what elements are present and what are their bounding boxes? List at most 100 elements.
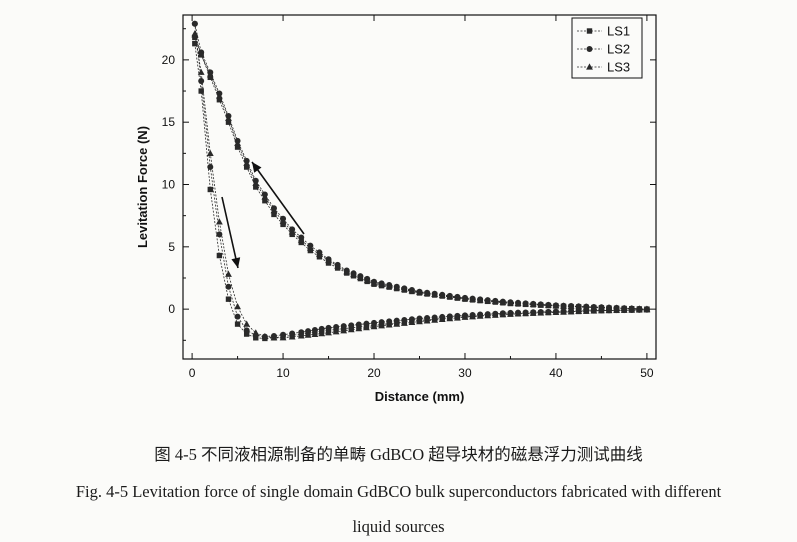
data-point-ls2	[318, 325, 325, 332]
data-point-ls3	[288, 228, 296, 235]
figure-caption-chinese: 图 4-5 不同液相源制备的单畴 GdBCO 超导块材的磁悬浮力测试曲线	[154, 445, 643, 464]
arrow-shaft	[251, 161, 305, 235]
data-point-ls3	[400, 285, 408, 292]
data-point-ls3	[499, 311, 507, 318]
data-point-ls3	[461, 294, 469, 302]
data-point-ls1	[243, 331, 250, 337]
data-point-ls3	[334, 262, 342, 269]
data-point-ls2	[216, 231, 223, 238]
data-point-ls3	[225, 270, 232, 277]
data-point-ls3	[234, 139, 241, 146]
x-tick-label: 40	[549, 366, 563, 380]
data-point-ls3	[206, 149, 214, 156]
data-point-ls2	[371, 319, 378, 326]
data-point-ls3	[544, 301, 552, 308]
data-point-ls3	[197, 68, 205, 75]
data-point-ls2	[207, 164, 214, 171]
data-point-ls3	[438, 315, 446, 323]
data-point-ls2	[325, 324, 332, 331]
legend: LS1 LS2 LS3	[571, 17, 643, 79]
data-point-ls2	[348, 322, 355, 329]
data-point-ls3	[252, 329, 260, 336]
data-point-ls1	[216, 97, 223, 103]
data-point-ls1	[225, 119, 232, 125]
data-point-ls3	[356, 273, 364, 280]
y-axis-label: Levitation Force (N)	[135, 126, 150, 248]
data-point-ls3	[507, 299, 514, 306]
y-tick-label: 15	[162, 115, 176, 129]
data-point-ls3	[197, 51, 205, 58]
legend-marker	[586, 46, 593, 52]
data-point-ls3	[279, 334, 287, 341]
data-point-ls3	[491, 311, 499, 318]
data-point-ls3	[454, 293, 461, 301]
direction-arrows	[221, 161, 305, 269]
data-point-ls3	[552, 302, 560, 309]
data-point-ls3	[522, 300, 530, 307]
data-point-ls3	[438, 291, 446, 299]
data-point-ls3	[304, 331, 312, 338]
data-point-ls3	[215, 218, 223, 225]
data-point-ls3	[423, 317, 431, 324]
legend-label: LS1	[607, 24, 630, 39]
series-line-ls1-approach	[194, 43, 647, 339]
data-point-ls3	[431, 290, 439, 297]
data-point-ls3	[261, 193, 269, 200]
data-point-ls3	[537, 309, 545, 316]
data-point-ls2	[305, 328, 312, 335]
data-point-ls2	[333, 324, 340, 331]
data-point-ls3	[332, 328, 340, 335]
legend-marker	[586, 28, 593, 34]
data-point-ls3	[325, 256, 332, 264]
series-layer	[191, 20, 651, 342]
data-point-ls3	[416, 318, 423, 325]
data-point-ls3	[288, 333, 296, 340]
data-point-ls1	[198, 88, 204, 94]
data-point-ls3	[499, 298, 507, 305]
data-point-ls3	[552, 308, 560, 315]
x-tick-label: 30	[458, 366, 472, 380]
data-point-ls3	[325, 329, 332, 336]
data-point-ls3	[605, 304, 613, 311]
arrow-head	[231, 257, 241, 268]
data-point-ls3	[560, 302, 567, 309]
data-point-ls3	[370, 322, 378, 330]
data-point-ls3	[225, 114, 232, 122]
data-point-ls3	[476, 296, 484, 303]
x-axis-label: Distance (mm)	[375, 389, 465, 404]
data-point-ls2	[298, 329, 305, 336]
data-point-ls1	[192, 40, 198, 47]
data-point-ls3	[234, 303, 241, 310]
data-point-ls3	[423, 289, 431, 296]
data-point-ls3	[297, 332, 305, 339]
legend-label: LS2	[607, 42, 630, 57]
data-point-ls3	[635, 305, 643, 312]
data-point-ls3	[628, 305, 636, 312]
levitation-force-chart: 0 10 20 30 40 50 0 5 10 15 20 LS1 LS2 LS3 Distance (…	[135, 14, 657, 404]
data-point-ls3	[582, 307, 590, 314]
data-point-ls3	[529, 300, 537, 307]
data-point-ls3	[567, 308, 575, 315]
data-point-ls3	[529, 309, 537, 316]
y-tick-label: 5	[168, 240, 175, 254]
x-tick-label: 20	[367, 366, 381, 380]
data-point-ls1	[207, 186, 213, 193]
data-point-ls3	[350, 270, 357, 278]
data-point-ls3	[598, 304, 605, 311]
data-point-ls3	[567, 302, 575, 309]
data-point-ls3	[582, 303, 590, 310]
y-tick-label: 10	[162, 178, 176, 192]
data-point-ls2	[363, 320, 370, 327]
data-point-ls3	[347, 326, 355, 333]
data-point-ls3	[343, 268, 351, 275]
data-point-ls3	[476, 312, 484, 319]
legend-item-ls2: LS2	[577, 42, 630, 57]
data-point-ls3	[544, 308, 552, 316]
data-point-ls3	[514, 310, 522, 317]
data-point-ls3	[363, 276, 371, 283]
x-tick-label: 50	[640, 366, 654, 380]
data-point-ls1	[225, 296, 232, 302]
data-point-ls3	[393, 284, 401, 291]
data-point-ls3	[507, 310, 514, 317]
legend-label: LS3	[607, 60, 630, 75]
